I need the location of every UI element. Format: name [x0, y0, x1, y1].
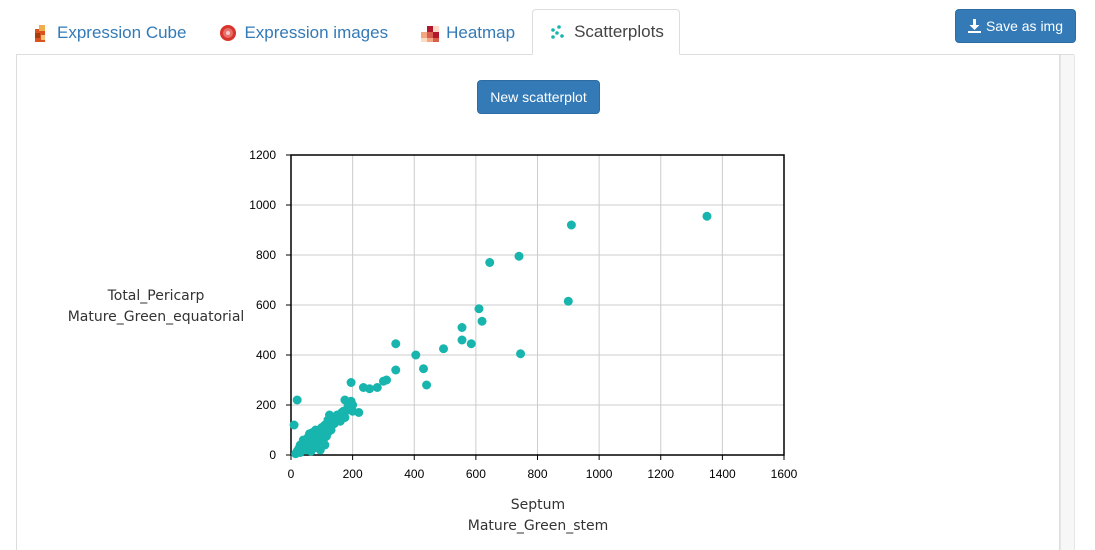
- tab-heatmap[interactable]: Heatmap: [405, 11, 530, 55]
- heatmap-icon: [421, 26, 440, 42]
- scatterplot-panel: [16, 55, 1060, 550]
- tab-bar: Expression Cube Expression images Heatma…: [16, 9, 682, 55]
- download-icon: [967, 19, 981, 33]
- scatterplot-icon: [551, 25, 564, 39]
- tab-label: Scatterplots: [574, 22, 664, 41]
- tab-scatterplots[interactable]: Scatterplots: [532, 9, 680, 55]
- new-scatterplot-button[interactable]: New scatterplot: [477, 80, 600, 114]
- image-icon: [220, 25, 237, 41]
- tab-expression-cube[interactable]: Expression Cube: [16, 11, 201, 55]
- panel-scrollbar[interactable]: [1060, 55, 1075, 550]
- cube-icon: [35, 25, 45, 42]
- tab-label: Expression Cube: [57, 23, 187, 42]
- tab-label: Heatmap: [446, 23, 516, 42]
- tab-expression-images[interactable]: Expression images: [203, 11, 403, 55]
- tab-label: Expression images: [244, 23, 389, 42]
- save-as-img-button[interactable]: Save as img: [955, 9, 1076, 43]
- save-label: Save as img: [985, 18, 1064, 34]
- new-scatterplot-label: New scatterplot: [490, 89, 587, 105]
